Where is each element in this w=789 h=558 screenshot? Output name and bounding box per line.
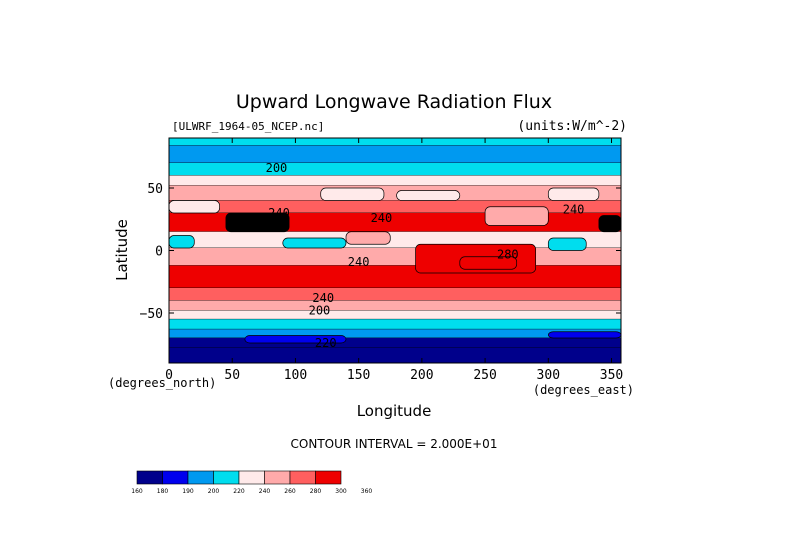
- contour-label: 220: [315, 336, 337, 350]
- heatmap-field: [168, 138, 622, 364]
- colorbar-label: 180: [157, 488, 169, 495]
- colorbar-label: 240: [259, 488, 271, 495]
- colorbar: 160 180 190 200 220 240 260 280 300 360: [131, 470, 373, 495]
- heatmap-band: [169, 329, 621, 338]
- colorbar-label: 300: [335, 488, 347, 495]
- colorbar-label: 220: [233, 488, 245, 495]
- heatmap-band: [169, 300, 621, 311]
- heatmap-patch: [168, 235, 195, 249]
- heatmap-band: [169, 145, 621, 163]
- heatmap-band: [169, 319, 621, 330]
- x-tick-label: 0: [165, 368, 173, 383]
- heatmap-patch: [282, 237, 347, 249]
- x-axis-title: Longitude: [357, 402, 432, 420]
- x-tick-label: 250: [473, 368, 496, 383]
- contour-interval-label: CONTOUR INTERVAL = 2.000E+01: [291, 437, 498, 451]
- heatmap-band: [169, 138, 621, 146]
- contour-label: 280: [497, 247, 519, 261]
- heatmap-patch: [244, 335, 347, 344]
- heatmap-patch: [547, 187, 600, 201]
- contour-label: 240: [312, 291, 334, 305]
- colorbar-swatch: [136, 470, 163, 485]
- heatmap-band: [169, 338, 621, 348]
- colorbar-label: 200: [208, 488, 220, 495]
- heatmap-patch: [320, 187, 385, 201]
- heatmap-band: [169, 185, 621, 201]
- colorbar-swatch: [213, 470, 240, 485]
- x-tick-label: 50: [224, 368, 240, 383]
- y-tick-label: 0: [155, 245, 163, 260]
- colorbar-label: 280: [310, 488, 322, 495]
- y-tick-label: −50: [140, 307, 163, 322]
- heatmap-patch: [168, 200, 220, 214]
- y-axis-title: Latitude: [113, 219, 131, 281]
- contour-label: 240: [563, 202, 585, 216]
- colorbar-swatch: [187, 470, 214, 485]
- heatmap-patch: [484, 206, 549, 226]
- heatmap-band: [169, 288, 621, 301]
- colorbar-swatch: [238, 470, 265, 485]
- contour-label: 280: [253, 219, 275, 233]
- colorbar-swatch: [264, 470, 291, 485]
- x-tick-label: 350: [600, 368, 623, 383]
- colorbar-label: 260: [284, 488, 296, 495]
- y-tick-label: 50: [147, 182, 163, 197]
- x-tick-label: 200: [410, 368, 433, 383]
- colorbar-swatch: [289, 470, 316, 485]
- colorbar-swatch: [315, 470, 342, 485]
- y-unit-label: (degrees_north): [108, 376, 216, 390]
- colorbar-label: 190: [182, 488, 194, 495]
- heatmap-band: [169, 348, 621, 363]
- y-axis-ticks: 50 0 −50: [140, 182, 621, 322]
- x-tick-label: 300: [537, 368, 560, 383]
- colorbar-label: 360: [361, 488, 373, 495]
- heatmap-band: [169, 175, 621, 186]
- x-tick-label: 100: [284, 368, 307, 383]
- heatmap-patch: [225, 212, 290, 233]
- source-file-label: [ULWRF_1964-05_NCEP.nc]: [172, 120, 324, 133]
- heatmap-patch: [396, 190, 461, 201]
- chart-title: Upward Longwave Radiation Flux: [236, 91, 552, 113]
- contour-label: 240: [348, 255, 370, 269]
- contour-label: 200: [266, 161, 288, 175]
- heatmap-patch: [547, 331, 622, 339]
- colorbar-swatch: [162, 470, 189, 485]
- heatmap-patch: [598, 215, 622, 233]
- colorbar-label: 160: [131, 488, 143, 495]
- contour-label: 240: [268, 206, 290, 220]
- heatmap-band: [169, 200, 621, 213]
- units-label: (units:W/m^-2): [517, 119, 627, 134]
- heatmap-patch: [547, 237, 587, 251]
- x-unit-label: (degrees_east): [533, 383, 634, 397]
- heatmap-band: [169, 310, 621, 320]
- contour-label: 200: [309, 304, 331, 318]
- heatmap-patch: [345, 231, 391, 245]
- x-tick-label: 150: [347, 368, 370, 383]
- heatmap-band: [169, 265, 621, 288]
- heatmap-patch: [459, 256, 518, 270]
- contour-label: 240: [371, 211, 393, 225]
- x-axis-ticks: 0 50 100 150 200 250 300 350: [165, 138, 623, 383]
- heatmap-band: [169, 163, 621, 176]
